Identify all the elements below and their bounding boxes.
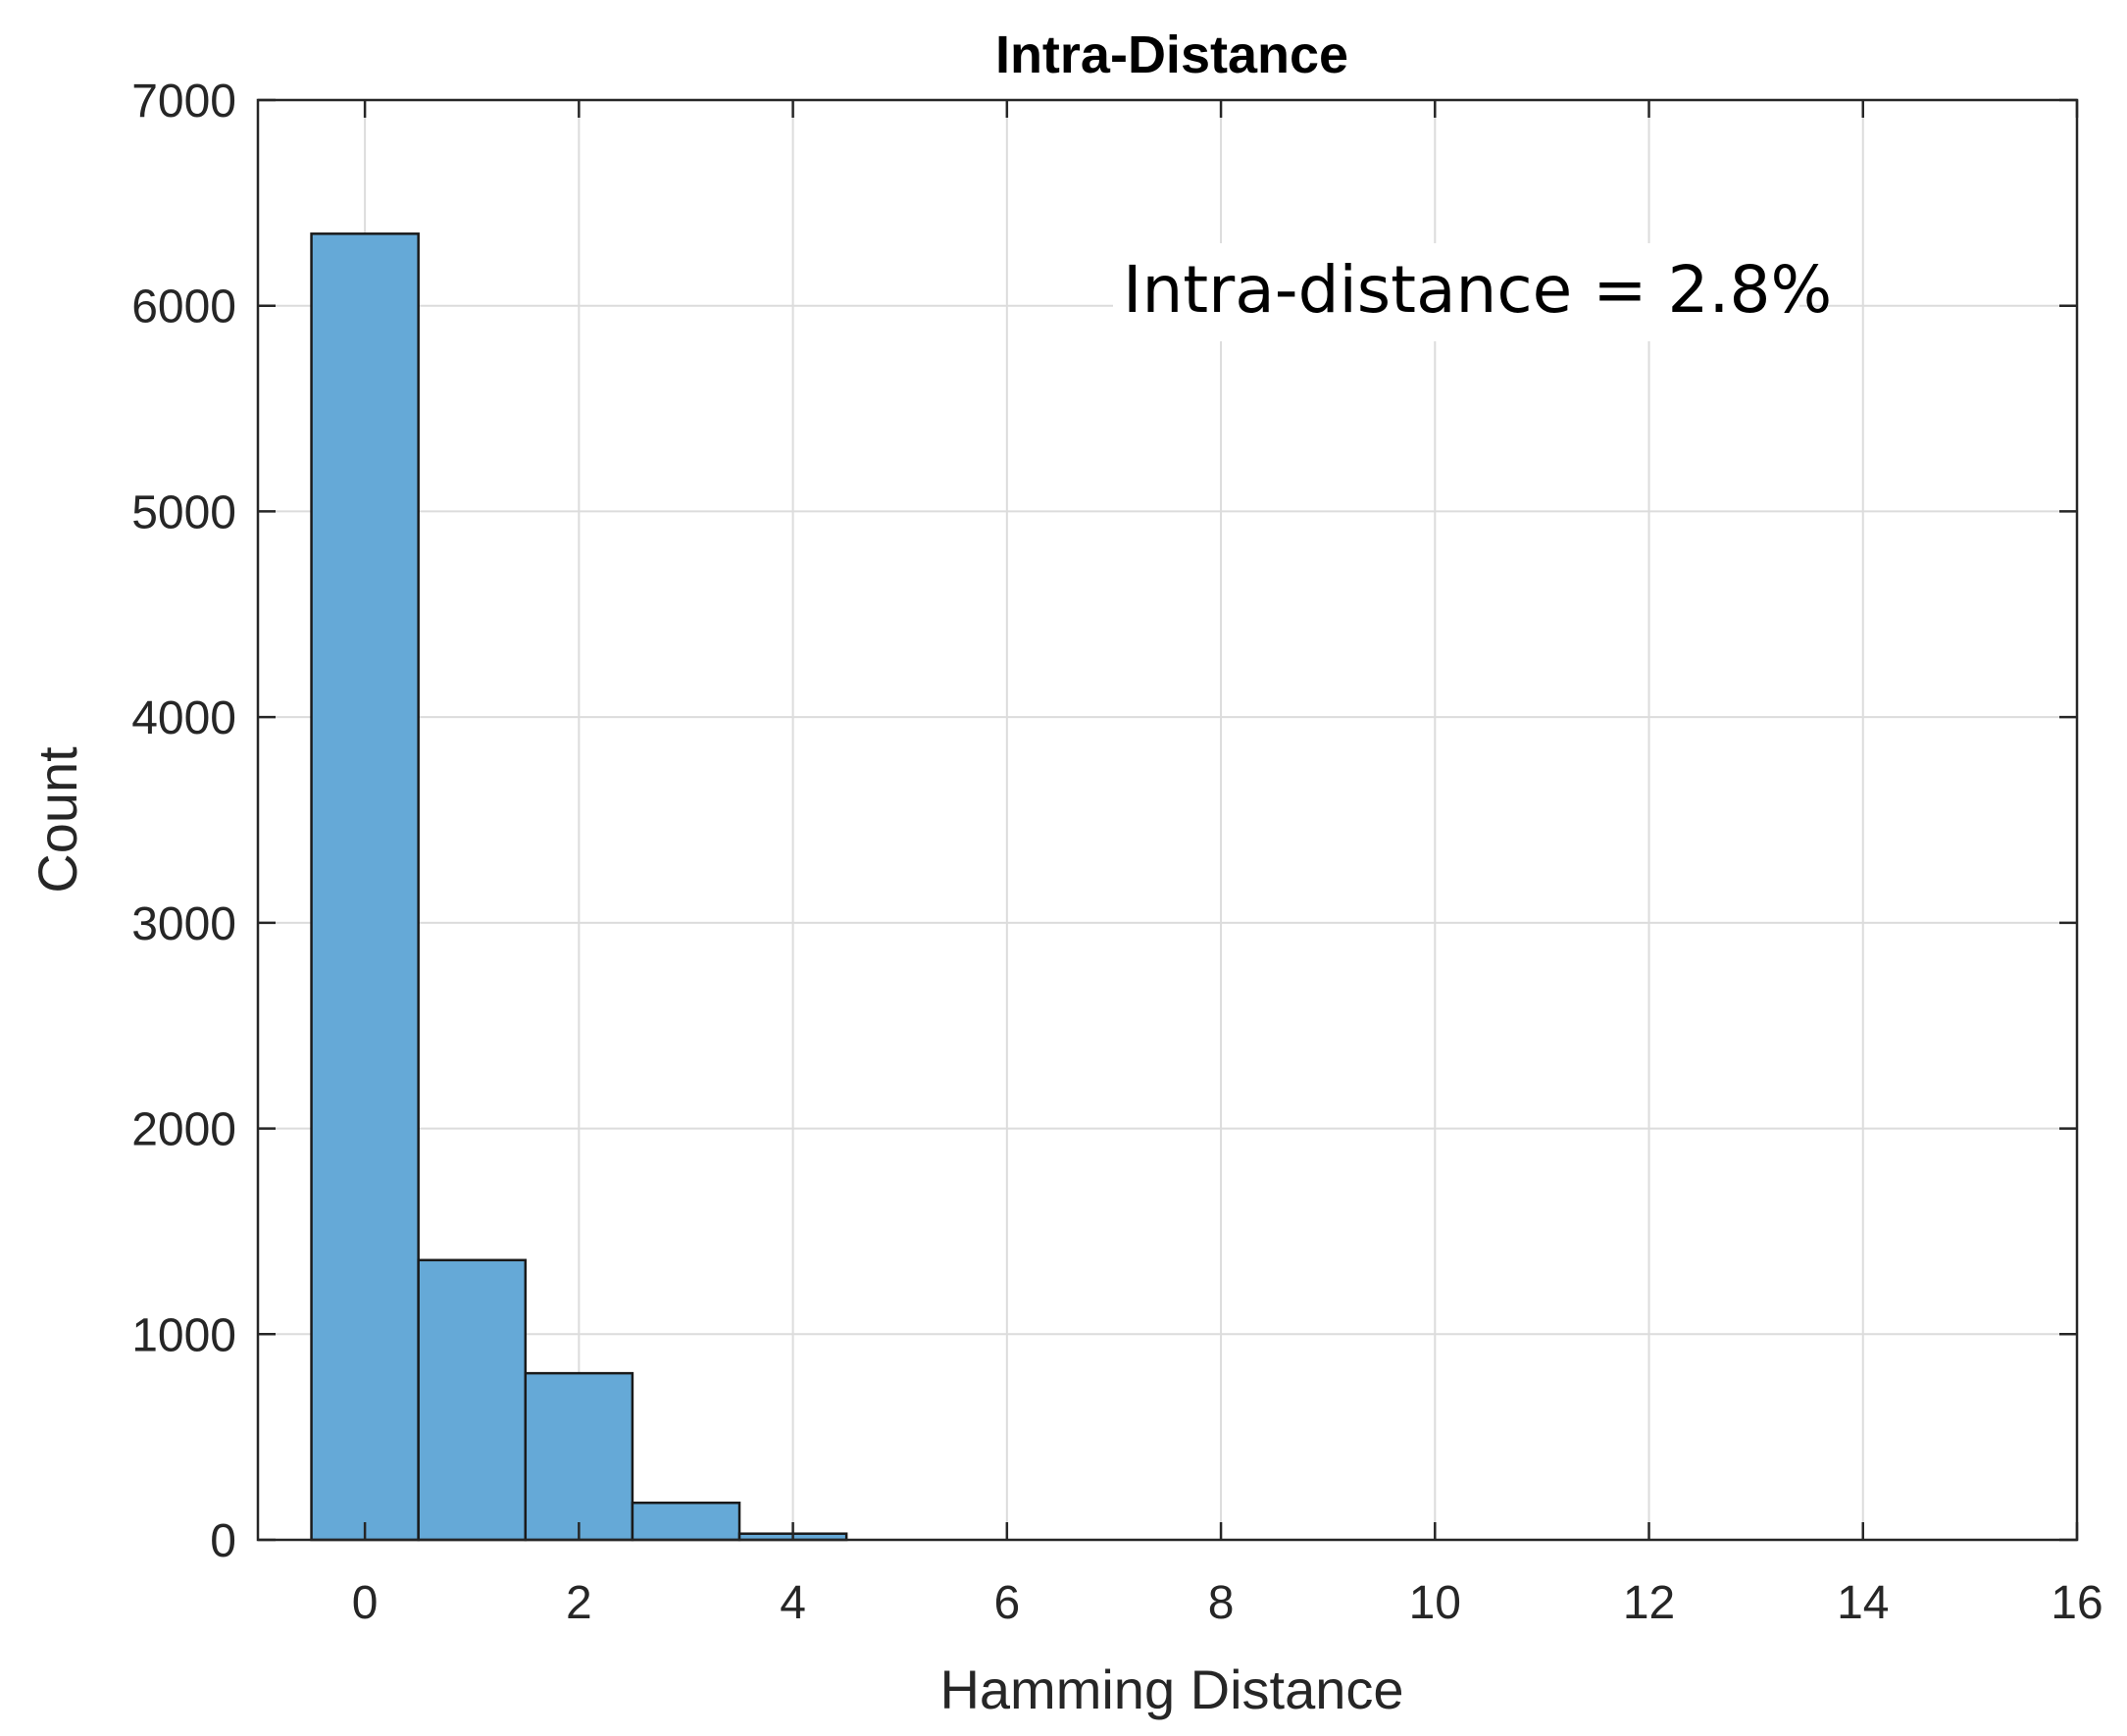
x-tick-label: 4	[780, 1577, 806, 1629]
y-tick-label: 3000	[131, 898, 236, 950]
ticks-layer: 0 2 4 6 8 10 12 14 16 0 1000 2000 3000 4000 5000 6000 70…	[131, 76, 2102, 1629]
y-tick-label: 7000	[131, 76, 236, 128]
x-tick-label: 12	[1623, 1577, 1675, 1629]
x-tick-label: 6	[993, 1577, 1020, 1629]
histogram-bar	[310, 232, 420, 1542]
y-axis-label: Count	[26, 746, 88, 894]
y-tick-label: 5000	[131, 486, 236, 538]
chart-title: Intra-Distance	[995, 26, 1348, 84]
histogram-bar	[524, 1371, 634, 1542]
x-tick-label: 2	[566, 1577, 592, 1629]
y-tick-label: 2000	[131, 1104, 236, 1156]
y-tick-label: 6000	[131, 281, 236, 333]
y-tick-label: 0	[210, 1515, 236, 1567]
x-tick-label: 0	[352, 1577, 379, 1629]
y-tick-label: 4000	[131, 692, 236, 744]
x-tick-label: 10	[1409, 1577, 1461, 1629]
plot-frame	[256, 98, 2079, 1542]
annotation-text: Intra-distance = 2.8%	[1123, 252, 1832, 328]
axes-layer	[256, 98, 2079, 1542]
x-axis-label: Hamming Distance	[939, 1659, 1403, 1720]
histogram-bar	[631, 1502, 741, 1542]
annotation-background	[1113, 243, 1799, 341]
histogram-bar	[417, 1258, 528, 1542]
y-tick-label: 1000	[131, 1309, 236, 1361]
x-tick-label: 16	[2051, 1577, 2102, 1629]
x-tick-label: 8	[1208, 1577, 1235, 1629]
bars-layer	[310, 232, 848, 1542]
x-tick-label: 14	[1837, 1577, 1889, 1629]
